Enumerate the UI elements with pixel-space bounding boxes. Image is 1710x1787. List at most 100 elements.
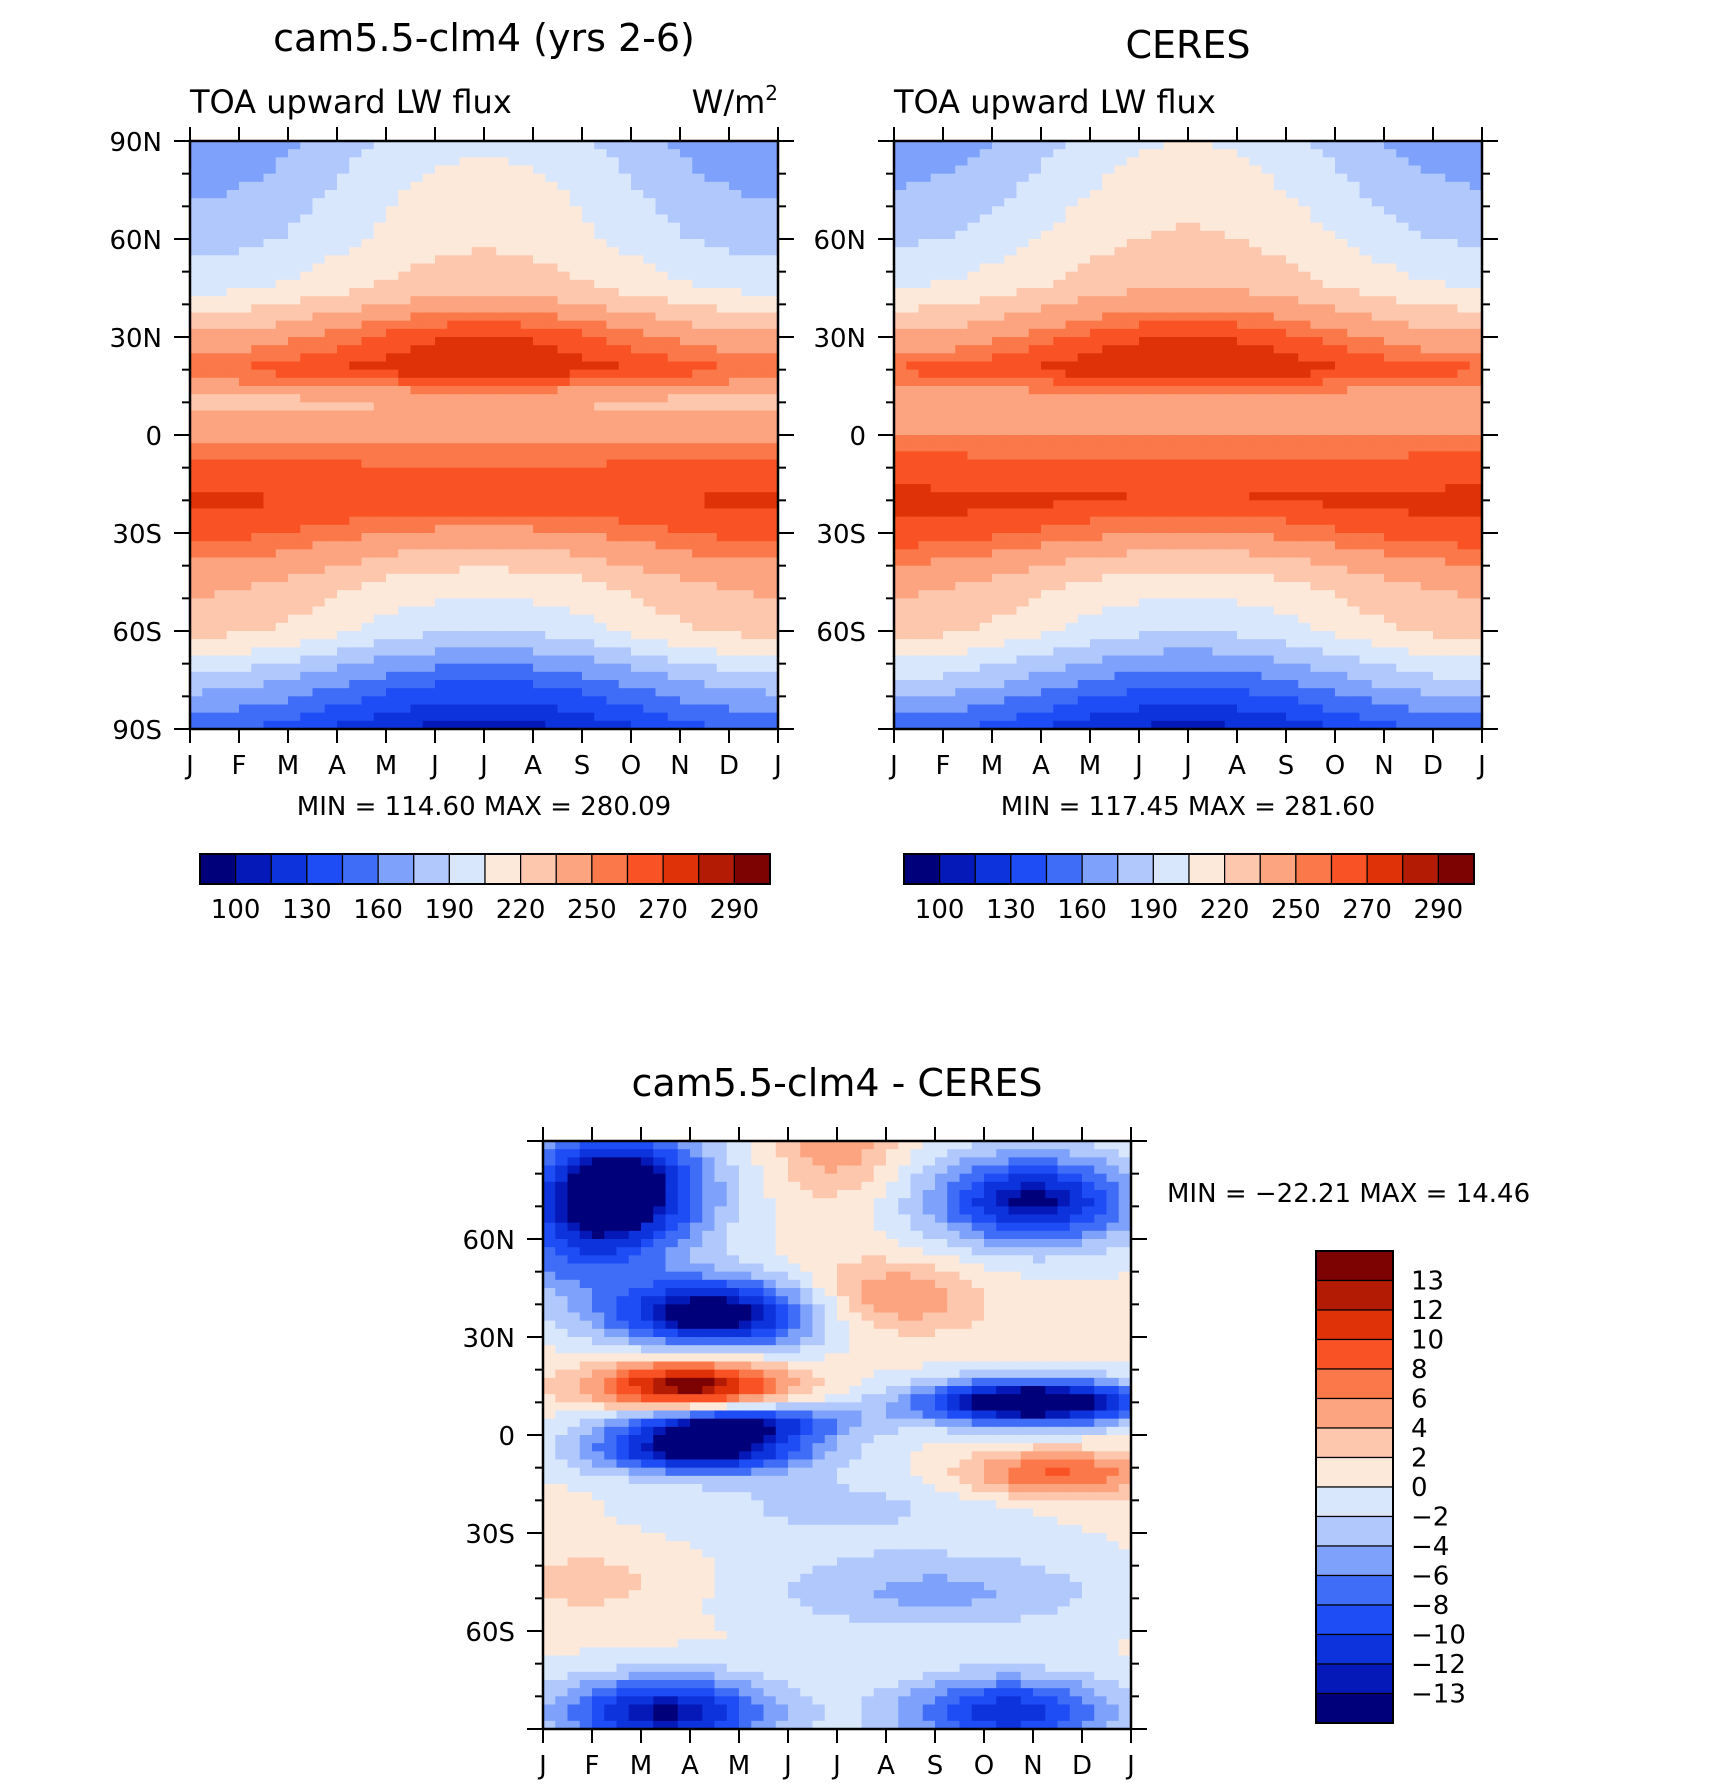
heatmap-cell bbox=[349, 606, 363, 616]
heatmap-cell bbox=[765, 377, 778, 387]
heatmap-cell bbox=[349, 369, 363, 379]
heatmap-cell bbox=[618, 402, 632, 412]
heatmap-cell bbox=[190, 345, 203, 354]
heatmap-cell bbox=[894, 206, 907, 216]
heatmap-cell bbox=[435, 165, 448, 175]
heatmap-cell bbox=[557, 549, 571, 559]
heatmap-cell bbox=[349, 239, 363, 248]
heatmap-cell bbox=[533, 190, 546, 199]
heatmap-cell bbox=[918, 426, 932, 436]
heatmap-cell bbox=[484, 459, 497, 469]
heatmap-cell bbox=[894, 279, 907, 289]
heatmap-cell bbox=[753, 353, 767, 363]
heatmap-cell bbox=[594, 353, 608, 363]
heatmap-cell bbox=[324, 614, 338, 624]
heatmap-cell bbox=[275, 671, 289, 681]
heatmap-cell bbox=[190, 647, 203, 657]
heatmap-cell bbox=[643, 271, 657, 281]
heatmap-cell bbox=[741, 704, 755, 714]
heatmap-cell bbox=[190, 296, 203, 305]
heatmap-cell bbox=[361, 271, 375, 281]
heatmap-cell bbox=[1016, 475, 1030, 485]
heatmap-cell bbox=[979, 582, 993, 591]
heatmap-cell bbox=[765, 671, 778, 681]
heatmap-cell bbox=[508, 288, 522, 297]
heatmap-cell bbox=[967, 573, 981, 583]
heatmap-cell bbox=[1126, 557, 1140, 567]
heatmap-cell bbox=[275, 647, 289, 657]
heatmap-cell bbox=[337, 173, 350, 183]
heatmap-cell bbox=[263, 443, 277, 452]
heatmap-cell bbox=[765, 402, 778, 412]
heatmap-cell bbox=[906, 606, 920, 616]
heatmap-cell bbox=[943, 622, 956, 632]
heatmap-cell bbox=[1053, 149, 1067, 158]
heatmap-cell bbox=[594, 296, 608, 305]
heatmap-cell bbox=[667, 304, 681, 314]
heatmap-cell bbox=[361, 647, 375, 657]
heatmap-cell bbox=[226, 500, 240, 510]
heatmap-cell bbox=[569, 394, 583, 403]
heatmap-cell bbox=[1114, 255, 1128, 265]
heatmap-cell bbox=[386, 524, 399, 534]
heatmap-cell bbox=[955, 206, 969, 216]
heatmap-cell bbox=[906, 296, 920, 305]
heatmap-cell bbox=[349, 377, 363, 387]
heatmap-cell bbox=[943, 484, 956, 493]
heatmap-cell bbox=[1053, 181, 1067, 191]
heatmap-cell bbox=[520, 688, 534, 697]
heatmap-cell bbox=[1114, 304, 1128, 314]
heatmap-cell bbox=[943, 475, 956, 485]
heatmap-cell bbox=[955, 549, 969, 559]
heatmap-cell bbox=[459, 247, 473, 256]
heatmap-cell bbox=[496, 435, 510, 444]
heatmap-cell bbox=[1041, 655, 1054, 665]
heatmap-cell bbox=[1004, 157, 1018, 167]
heatmap-cell bbox=[263, 361, 277, 371]
heatmap-cell bbox=[508, 255, 522, 265]
heatmap-cell bbox=[226, 328, 240, 338]
heatmap-cell bbox=[545, 312, 559, 322]
heatmap-cell bbox=[288, 230, 301, 240]
heatmap-cell bbox=[484, 475, 497, 485]
heatmap-cell bbox=[643, 418, 657, 428]
x-tick-label: J bbox=[478, 751, 488, 781]
heatmap-cell bbox=[979, 720, 993, 729]
heatmap-cell bbox=[753, 696, 767, 706]
heatmap-cell bbox=[618, 631, 632, 640]
heatmap-cell bbox=[251, 426, 265, 436]
heatmap-cell bbox=[496, 639, 510, 648]
heatmap-cell bbox=[1028, 198, 1042, 207]
heatmap-cell bbox=[906, 369, 920, 379]
heatmap-cell bbox=[398, 157, 412, 167]
heatmap-cell bbox=[190, 631, 203, 640]
heatmap-cell bbox=[471, 296, 485, 305]
heatmap-cell bbox=[520, 304, 534, 314]
heatmap-cell bbox=[312, 312, 326, 322]
heatmap-cell bbox=[312, 614, 326, 624]
heatmap-cell bbox=[979, 426, 993, 436]
heatmap-cell bbox=[533, 353, 546, 363]
heatmap-cell bbox=[533, 222, 546, 232]
heatmap-cell bbox=[324, 663, 338, 673]
heatmap-cell bbox=[569, 255, 583, 265]
heatmap-cell bbox=[765, 590, 778, 599]
heatmap-cell bbox=[337, 541, 350, 550]
heatmap-cell bbox=[906, 688, 920, 697]
heatmap-cell bbox=[447, 402, 461, 412]
heatmap-cell bbox=[373, 459, 387, 469]
heatmap-cell bbox=[765, 451, 778, 461]
heatmap-cell bbox=[557, 688, 571, 697]
heatmap-cell bbox=[1041, 549, 1054, 559]
heatmap-cell bbox=[716, 173, 730, 183]
heatmap-cell bbox=[753, 402, 767, 412]
heatmap-cell bbox=[386, 288, 399, 297]
heatmap-cell bbox=[655, 337, 669, 346]
x-tick-label: A bbox=[328, 751, 346, 781]
heatmap-cell bbox=[729, 214, 742, 224]
heatmap-cell bbox=[655, 288, 669, 297]
heatmap-cell bbox=[239, 361, 252, 371]
heatmap-cell bbox=[1114, 631, 1128, 640]
heatmap-cell bbox=[894, 288, 907, 297]
heatmap-cell bbox=[631, 598, 644, 608]
